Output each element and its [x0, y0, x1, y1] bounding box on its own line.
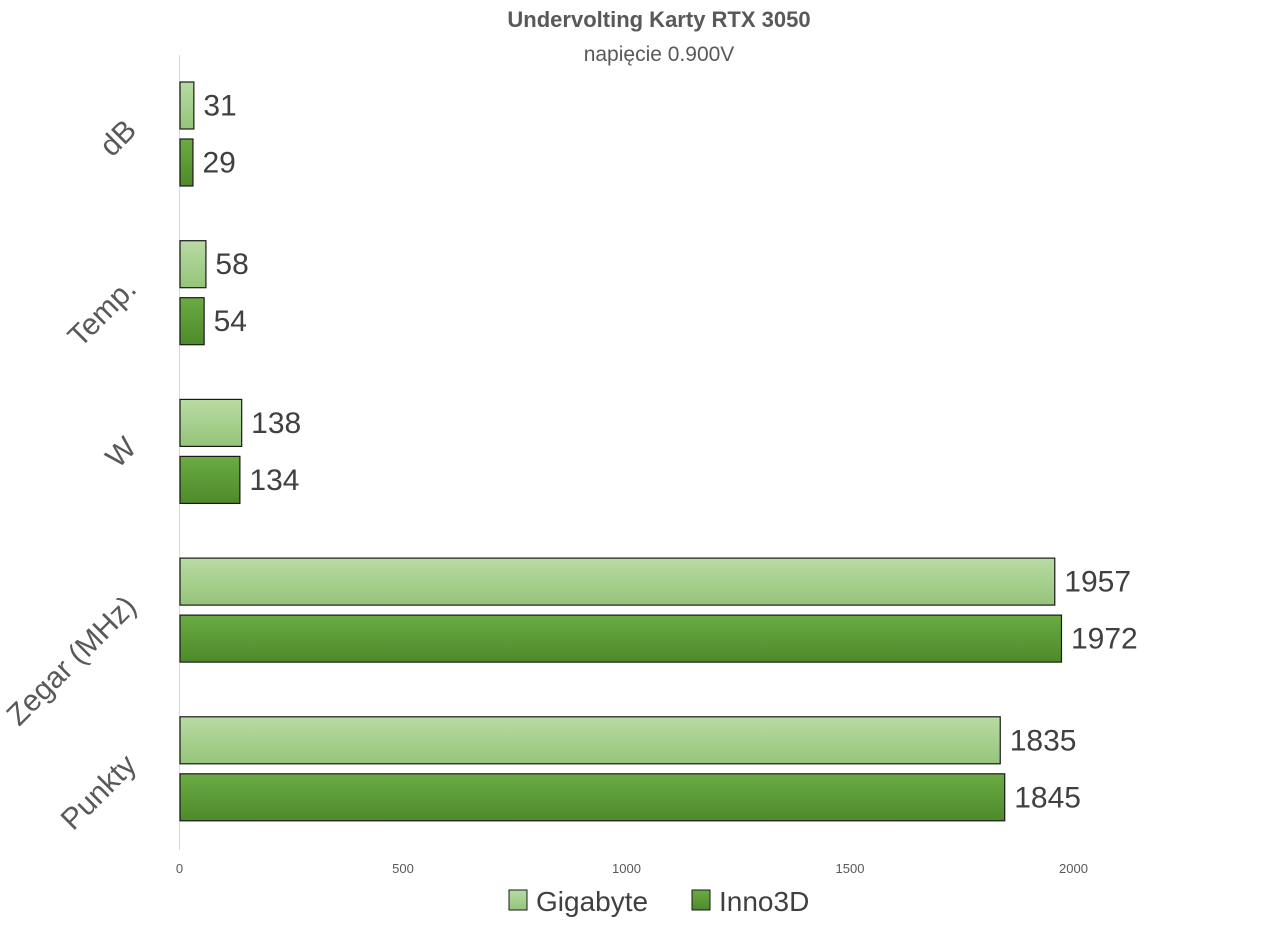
bar-inno3d-punkty [179, 773, 1006, 822]
bar-gigabyte-temp [179, 240, 207, 289]
data-label-inno3d-punkty: 1845 [1014, 781, 1081, 814]
legend-label-gigabyte: Gigabyte [536, 886, 648, 917]
category-label-punkty: Punkty [55, 748, 143, 836]
data-label-gigabyte-w: 138 [251, 407, 301, 440]
data-label-gigabyte-db: 31 [203, 90, 236, 123]
bar-gigabyte-db [179, 81, 195, 130]
data-label-inno3d-db: 29 [202, 147, 235, 180]
legend-swatch-inno3d [691, 889, 711, 911]
category-labels: dB Temp. W Zegar (MHz) Punkty [1, 114, 144, 837]
bar-gigabyte-w [179, 398, 243, 447]
x-tick-label-1500: 1500 [836, 861, 865, 876]
legend-label-inno3d: Inno3D [719, 886, 809, 917]
bar-inno3d-db [179, 138, 194, 187]
bar-inno3d-w [179, 455, 241, 504]
data-labels: 31 29 58 54 138 134 1957 1972 1835 1845 [202, 90, 1137, 815]
data-label-inno3d-w: 134 [249, 464, 299, 497]
x-tick-label-2000: 2000 [1059, 861, 1088, 876]
category-label-temp: Temp. [62, 272, 143, 353]
bar-inno3d-zegar-mhz [179, 614, 1063, 663]
data-label-inno3d-temp: 54 [214, 305, 247, 338]
bar-gigabyte-punkty [179, 716, 1001, 765]
bar-inno3d-temp [179, 297, 205, 346]
legend: Gigabyte Inno3D [508, 886, 809, 917]
data-label-gigabyte-punkty: 1835 [1010, 724, 1077, 757]
x-axis-ticks: 0 500 1000 1500 2000 [176, 861, 1088, 876]
category-label-zegar-mhz: Zegar (MHz) [1, 590, 143, 732]
chart-title: Undervolting Karty RTX 3050 [507, 7, 810, 32]
chart-subtitle: napięcie 0.900V [584, 43, 735, 66]
data-label-inno3d-zegar-mhz: 1972 [1071, 623, 1138, 656]
x-tick-label-0: 0 [176, 861, 183, 876]
x-tick-label-1000: 1000 [612, 861, 641, 876]
x-tick-label-500: 500 [392, 861, 414, 876]
category-label-db: dB [94, 114, 143, 163]
bars [179, 81, 1063, 822]
bar-gigabyte-zegar-mhz [179, 557, 1056, 606]
legend-swatch-gigabyte [508, 889, 528, 911]
data-label-gigabyte-temp: 58 [215, 248, 248, 281]
category-label-w: W [100, 431, 144, 475]
data-label-gigabyte-zegar-mhz: 1957 [1064, 566, 1131, 599]
